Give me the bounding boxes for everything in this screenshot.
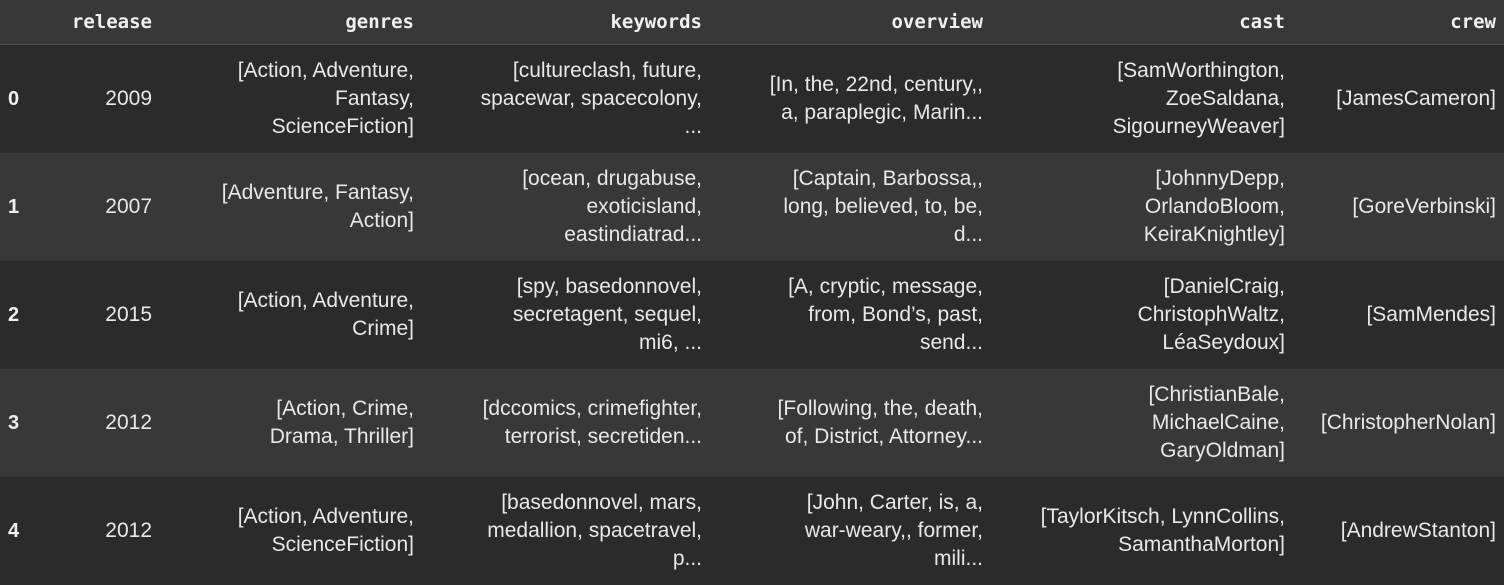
index-header (0, 0, 40, 45)
table-row: 4 2012 [Action, Adventure, ScienceFictio… (0, 476, 1504, 585)
column-header-release: release (40, 0, 160, 45)
cast-cell: [TaylorKitsch, LynnCollins, SamanthaMort… (1040, 504, 1285, 556)
keywords-cell: [spy, basedonnovel, secretagent, sequel,… (512, 274, 702, 354)
keywords-cell: [basedonnovel, mars, medallion, spacetra… (487, 490, 702, 570)
row-index: 4 (8, 519, 20, 542)
genres-cell: [Action, Crime, Drama, Thriller] (269, 396, 414, 448)
column-header-crew: crew (1293, 0, 1504, 45)
overview-cell: [In, the, 22nd, century,, a, paraplegic,… (769, 72, 983, 124)
release-cell: 2012 (105, 518, 152, 542)
keywords-cell: [cultureclash, future, spacewar, spaceco… (480, 58, 702, 138)
crew-cell: [JamesCameron] (1336, 86, 1496, 110)
release-cell: 2015 (105, 302, 152, 326)
header-row: release genres keywords overview cast cr… (0, 0, 1504, 45)
genres-cell: [Action, Adventure, ScienceFiction] (237, 504, 414, 556)
table-row: 3 2012 [Action, Crime, Drama, Thriller] … (0, 368, 1504, 477)
crew-cell: [ChristopherNolan] (1320, 410, 1496, 434)
release-cell: 2012 (105, 410, 152, 434)
column-header-overview: overview (710, 0, 991, 45)
column-header-genres: genres (160, 0, 422, 45)
table-row: 0 2009 [Action, Adventure, Fantasy, Scie… (0, 44, 1504, 153)
overview-cell: [Captain, Barbossa,, long, believed, to,… (783, 166, 983, 246)
column-header-keywords: keywords (422, 0, 710, 45)
cast-cell: [ChristianBale, MichaelCaine, GaryOldman… (1148, 382, 1285, 462)
column-header-cast: cast (991, 0, 1293, 45)
genres-cell: [Action, Adventure, Crime] (237, 288, 414, 340)
table-row: 2 2015 [Action, Adventure, Crime] [spy, … (0, 260, 1504, 369)
row-index: 2 (8, 303, 20, 326)
cast-cell: [SamWorthington, ZoeSaldana, SigourneyWe… (1112, 58, 1285, 138)
crew-cell: [SamMendes] (1366, 302, 1496, 326)
genres-cell: [Action, Adventure, Fantasy, ScienceFict… (237, 58, 414, 138)
release-cell: 2009 (105, 86, 152, 110)
genres-cell: [Adventure, Fantasy, Action] (221, 180, 414, 232)
row-index: 0 (8, 87, 20, 110)
release-cell: 2007 (105, 194, 152, 218)
overview-cell: [John, Carter, is, a, war-weary,, former… (804, 490, 983, 570)
table-row: 1 2007 [Adventure, Fantasy, Action] [oce… (0, 152, 1504, 261)
overview-cell: [A, cryptic, message, from, Bond’s, past… (788, 274, 983, 354)
cast-cell: [JohnnyDepp, OrlandoBloom, KeiraKnightle… (1143, 166, 1285, 246)
overview-cell: [Following, the, death, of, District, At… (777, 396, 983, 448)
keywords-cell: [dccomics, crimefighter, terrorist, secr… (482, 396, 702, 448)
cast-cell: [DanielCraig, ChristophWaltz, LéaSeydoux… (1137, 274, 1285, 354)
row-index: 1 (8, 195, 20, 218)
crew-cell: [GoreVerbinski] (1352, 194, 1496, 218)
crew-cell: [AndrewStanton] (1340, 518, 1496, 542)
keywords-cell: [ocean, drugabuse, exoticisland, eastind… (522, 166, 702, 246)
row-index: 3 (8, 411, 20, 434)
